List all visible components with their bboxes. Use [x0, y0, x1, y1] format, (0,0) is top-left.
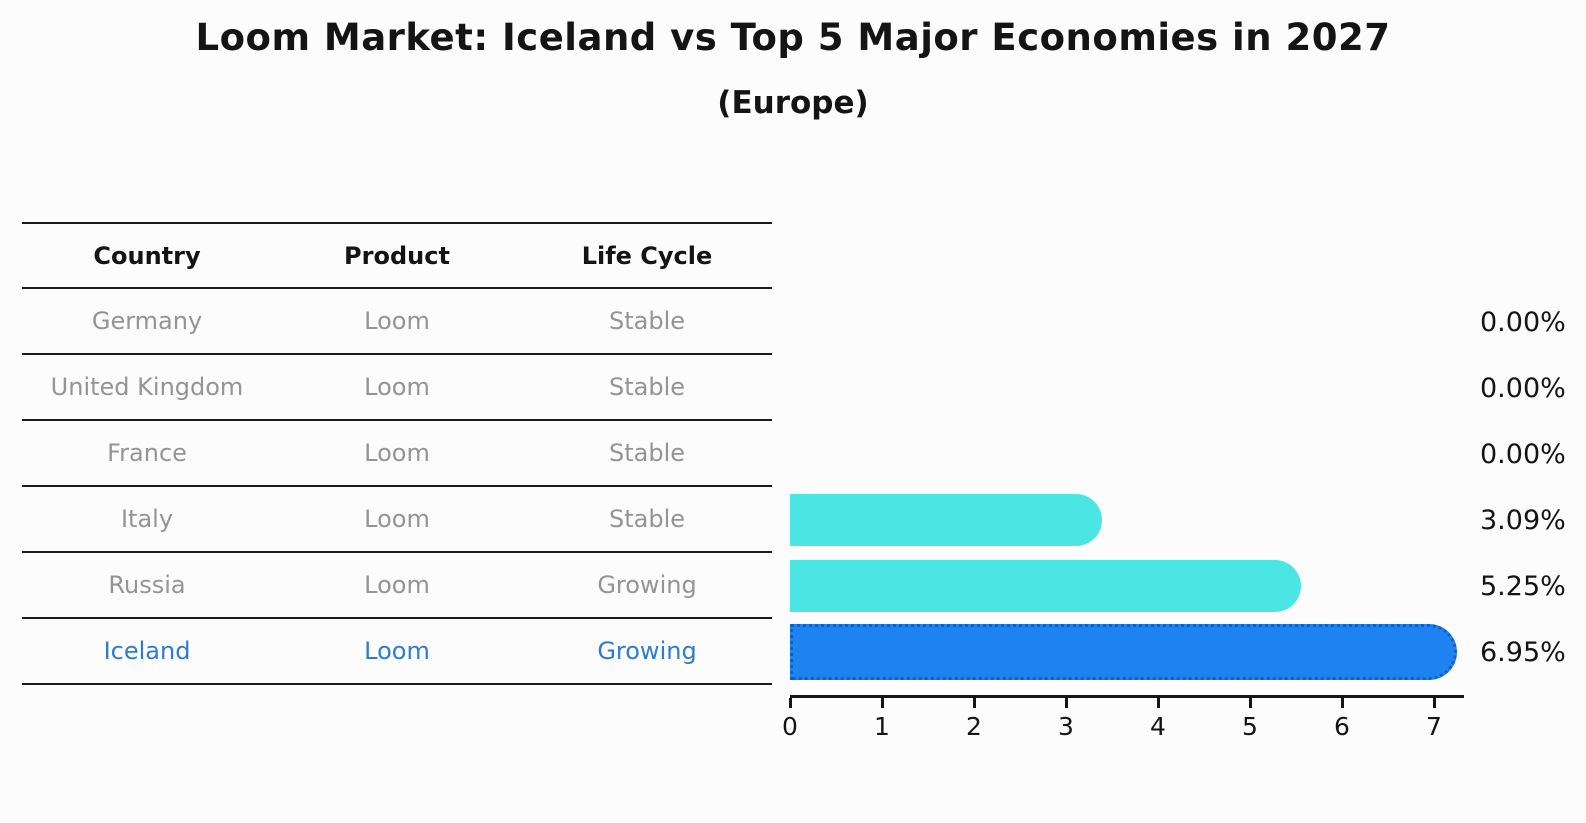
cell-product: Loom: [364, 637, 430, 665]
chart-lane: [790, 355, 1462, 421]
cell-country: United Kingdom: [50, 373, 244, 401]
x-tick-label: 6: [1334, 712, 1350, 741]
table-and-bars: Country Product Life Cycle Germany Loom …: [22, 222, 1576, 685]
cell-product: Loom: [364, 307, 430, 335]
column-header-country: Country: [93, 241, 201, 270]
cell-life-cycle: Stable: [608, 373, 686, 401]
table-row-iceland: Iceland Loom Growing 6.95%: [22, 619, 1576, 685]
x-tick-label: 3: [1058, 712, 1074, 741]
cell-product: Loom: [364, 439, 430, 467]
chart-lane: [790, 619, 1462, 685]
column-header-product: Product: [344, 241, 450, 270]
cell-product: Loom: [364, 373, 430, 401]
title-block: Loom Market: Iceland vs Top 5 Major Econ…: [0, 0, 1586, 121]
x-tick-label: 5: [1242, 712, 1258, 741]
x-tick-label: 2: [966, 712, 982, 741]
table-row-germany: Germany Loom Stable 0.00%: [22, 289, 1576, 355]
chart-lane: [790, 487, 1462, 553]
x-tick-label: 7: [1426, 712, 1442, 741]
cell-country: Germany: [91, 307, 203, 335]
chart-lane: [790, 289, 1462, 355]
x-axis: 0 1 2 3 4 5 6 7: [782, 695, 1464, 741]
x-tick-label: 1: [874, 712, 890, 741]
cell-country: France: [107, 439, 187, 467]
chart-lane: [790, 421, 1462, 487]
chart-title: Loom Market: Iceland vs Top 5 Major Econ…: [195, 16, 1391, 59]
table-row-italy: Italy Loom Stable 3.09%: [22, 487, 1576, 553]
cell-life-cycle: Stable: [608, 439, 686, 467]
value-label: 3.09%: [1480, 504, 1566, 536]
cell-life-cycle: Stable: [608, 307, 686, 335]
value-label: 0.00%: [1480, 372, 1566, 404]
bar-russia: [790, 560, 1301, 612]
table-row-united-kingdom: United Kingdom Loom Stable 0.00%: [22, 355, 1576, 421]
cell-country: Russia: [108, 571, 186, 599]
chart-lane: [790, 553, 1462, 619]
value-label: 0.00%: [1480, 438, 1566, 470]
cell-life-cycle: Growing: [597, 637, 697, 665]
table-row-france: France Loom Stable 0.00%: [22, 421, 1576, 487]
chart-lane-header: [790, 222, 1462, 289]
cell-country: Italy: [120, 505, 174, 533]
cell-life-cycle: Growing: [597, 571, 697, 599]
table-row-russia: Russia Loom Growing 5.25%: [22, 553, 1576, 619]
cell-product: Loom: [364, 571, 430, 599]
bar-iceland-highlighted: [790, 624, 1458, 680]
cell-life-cycle: Stable: [608, 505, 686, 533]
value-label: 6.95%: [1480, 636, 1566, 668]
bar-italy: [790, 494, 1103, 546]
table-header: Country Product Life Cycle: [22, 222, 772, 289]
x-tick-label: 4: [1150, 712, 1166, 741]
cell-product: Loom: [364, 505, 430, 533]
cell-country: Iceland: [103, 637, 191, 665]
value-label: 5.25%: [1480, 570, 1566, 602]
table-header-row: Country Product Life Cycle: [22, 222, 1576, 289]
value-label: 0.00%: [1480, 306, 1566, 338]
column-header-life-cycle: Life Cycle: [581, 241, 713, 270]
x-tick-label: 0: [782, 712, 798, 741]
chart-subtitle: (Europe): [717, 85, 869, 121]
